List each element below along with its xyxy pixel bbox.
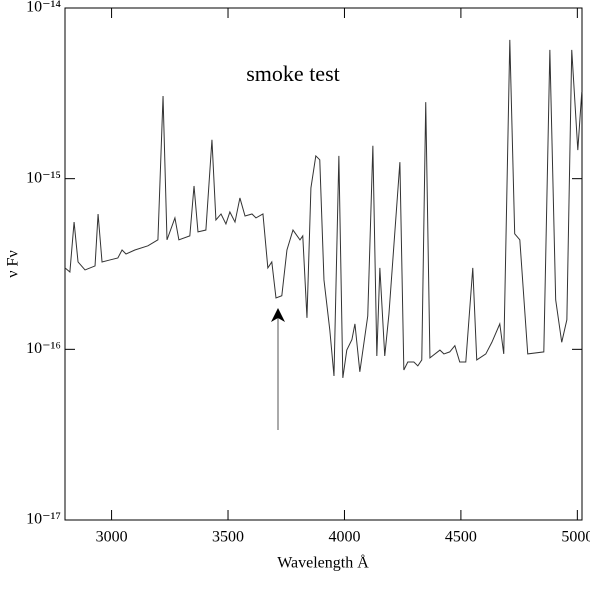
- y-tick-label: 10⁻¹⁷: [26, 511, 61, 528]
- x-axis-label: Wavelength Å: [277, 554, 369, 572]
- x-tick-label: 5000: [561, 529, 590, 546]
- arrow-head: [271, 308, 285, 322]
- x-tick-label: 4500: [445, 529, 477, 546]
- x-tick-label: 3500: [212, 529, 244, 546]
- y-tick-label: 10⁻¹⁴: [26, 0, 61, 16]
- data-line: [64, 39, 583, 378]
- y-tick-label: 10⁻¹⁶: [26, 340, 61, 357]
- y-tick-label: 10⁻¹⁵: [26, 169, 61, 186]
- chart-title: smoke test: [246, 61, 340, 86]
- y-axis-label: ν Fν: [5, 250, 22, 277]
- x-tick-label: 4000: [328, 529, 360, 546]
- x-tick-label: 3000: [96, 529, 128, 546]
- plot-frame: [64, 7, 583, 521]
